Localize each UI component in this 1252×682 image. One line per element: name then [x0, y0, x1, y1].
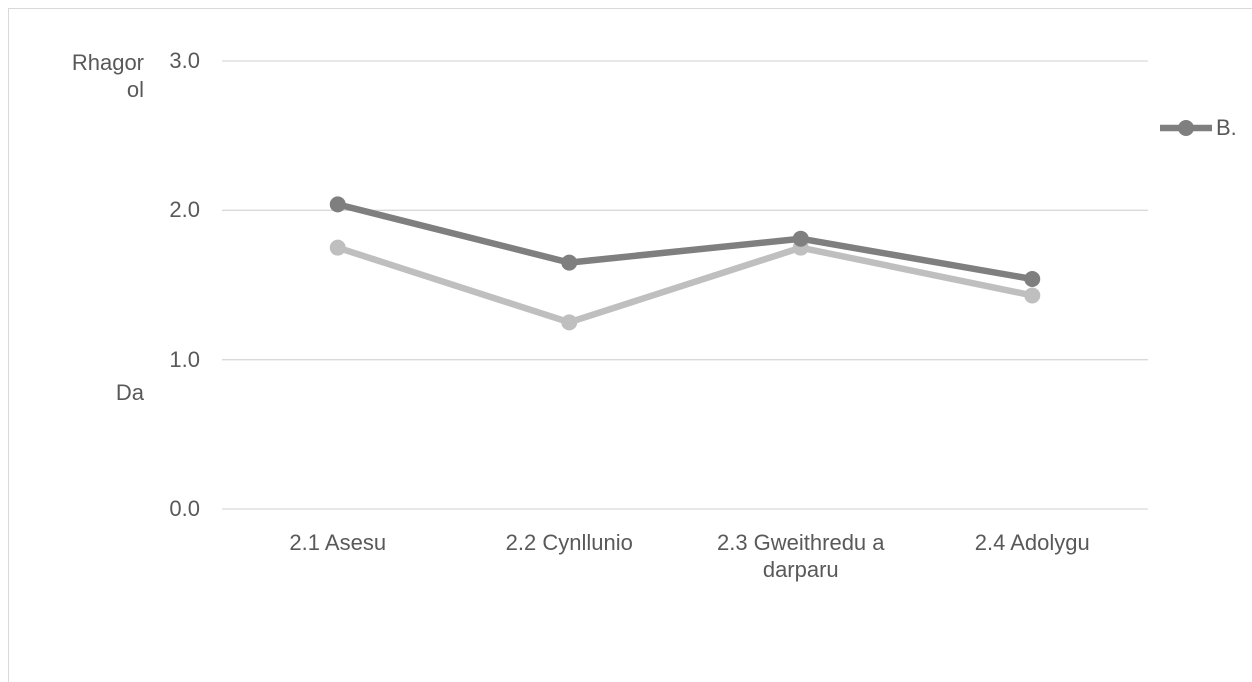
y-annotation: Da: [115, 380, 144, 405]
x-tick-label: 2.4 Adolygu: [974, 530, 1090, 555]
y-annotation: Rhagorol: [71, 50, 144, 102]
series-line: [336, 201, 1033, 283]
y-tick-label: 3.0: [169, 48, 200, 73]
series-line: [336, 244, 1033, 326]
y-tick-label: 1.0: [169, 346, 200, 372]
legend-label: B.: [1216, 115, 1237, 140]
point: [792, 230, 809, 247]
point: [1024, 271, 1041, 288]
point: [329, 239, 346, 256]
y-tick-label: 2.0: [169, 197, 200, 223]
x-tick-label: 2.1 Asesu: [289, 530, 387, 555]
point: [1024, 287, 1041, 304]
x-tick-label: 2.3 Gweithredu a darparu: [716, 530, 885, 582]
point: [329, 196, 346, 213]
chart-frame: [8, 8, 1252, 682]
legend-marker: [1178, 120, 1194, 136]
x-tick-label: 2.2 Cynllunio: [505, 530, 633, 555]
point: [561, 314, 578, 331]
point: [561, 254, 578, 271]
y-tick-label: 0.0: [169, 496, 200, 521]
